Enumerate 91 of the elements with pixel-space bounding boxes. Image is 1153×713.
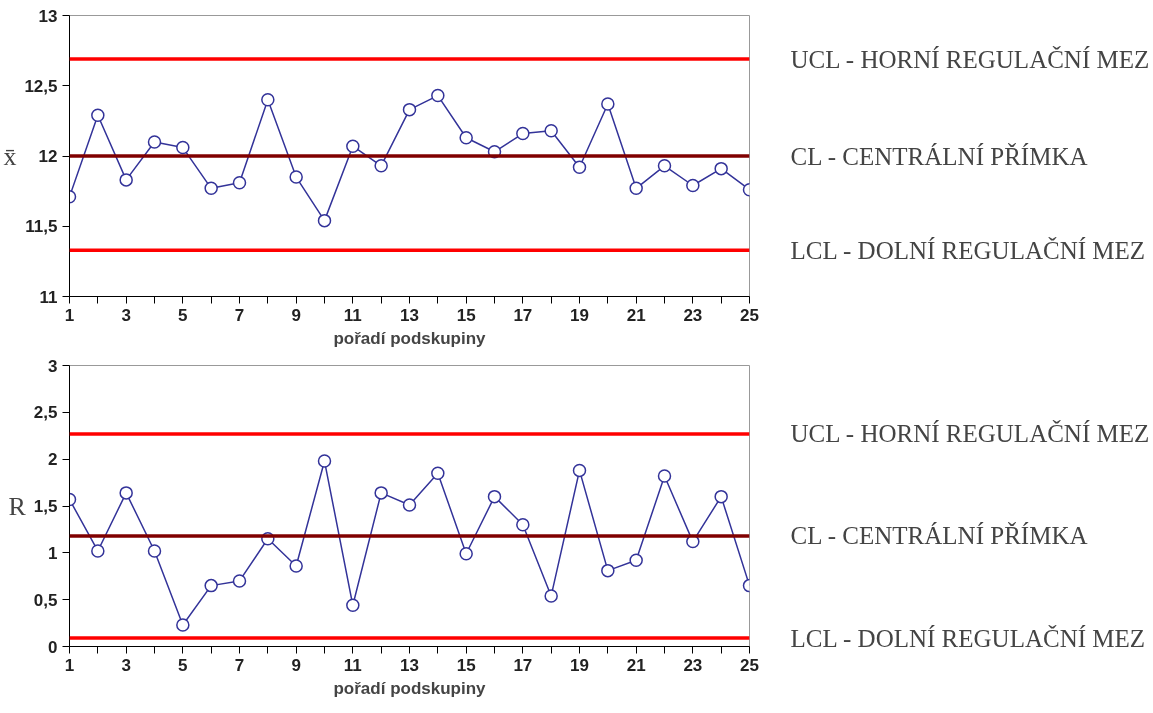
point xyxy=(346,139,360,153)
point xyxy=(119,486,133,500)
point xyxy=(147,544,162,558)
x-tick-label: 13 xyxy=(400,655,419,675)
x-tick-label: 21 xyxy=(626,305,646,325)
x-tick-label: 7 xyxy=(234,305,245,325)
x-tick-label: 23 xyxy=(683,655,703,675)
point xyxy=(176,618,190,632)
point xyxy=(714,161,728,176)
x-tick-label: 3 xyxy=(121,655,131,675)
x-tick-label: 25 xyxy=(740,655,759,675)
y-tick-label: 12 xyxy=(38,147,58,166)
y-axis-title: x̄ xyxy=(3,141,17,171)
x-tick-label: 9 xyxy=(291,655,301,675)
x-tick-label: 13 xyxy=(400,305,419,325)
x-axis-title: pořadí podskupiny xyxy=(333,678,487,698)
point xyxy=(402,498,417,512)
point xyxy=(544,123,558,138)
point xyxy=(204,578,218,593)
ref-line-label: UCL - HORNÍ REGULAČNÍ MEZ xyxy=(790,45,1150,73)
y-tick-label: 1,5 xyxy=(33,497,58,516)
point xyxy=(572,160,587,174)
point xyxy=(629,553,643,568)
y-tick-label: 11,5 xyxy=(25,217,58,237)
x-tick-label: 1 xyxy=(64,655,75,675)
point xyxy=(176,140,190,155)
x-tick-label: 11 xyxy=(343,305,362,325)
x-tick-label: 17 xyxy=(513,305,533,325)
x-tick-label: 5 xyxy=(178,655,188,675)
x-tick-label: 9 xyxy=(291,305,301,325)
point xyxy=(459,547,473,561)
point xyxy=(657,469,672,483)
x-tick-label: 21 xyxy=(626,655,646,675)
x-tick-label: 17 xyxy=(513,655,533,675)
point xyxy=(289,559,303,573)
point xyxy=(431,88,445,103)
x-tick-label: 25 xyxy=(740,305,759,325)
y-tick-label: 12,5 xyxy=(24,76,58,96)
y-tick-label: 3 xyxy=(48,356,58,376)
point xyxy=(431,466,445,480)
point xyxy=(572,463,587,478)
point xyxy=(317,454,332,468)
y-tick-label: 11 xyxy=(39,287,58,307)
point xyxy=(516,518,530,532)
point xyxy=(374,486,388,500)
point xyxy=(657,159,672,173)
point xyxy=(119,173,133,187)
point xyxy=(346,598,360,613)
point xyxy=(232,574,247,588)
point xyxy=(714,489,728,504)
x-axis-title: pořadí podskupiny xyxy=(333,328,487,348)
point xyxy=(402,102,417,117)
point xyxy=(374,159,388,173)
y-tick-label: 2,5 xyxy=(33,403,58,423)
y-tick-label: 1 xyxy=(48,543,58,563)
point xyxy=(601,563,615,578)
point xyxy=(232,175,247,190)
point xyxy=(601,97,615,111)
point xyxy=(261,93,275,107)
point xyxy=(289,170,303,184)
x-tick-label: 19 xyxy=(570,305,589,325)
x-tick-label: 23 xyxy=(683,305,703,325)
x-tick-label: 5 xyxy=(178,305,188,325)
x-tick-label: 15 xyxy=(456,305,476,325)
ref-line-label: LCL - DOLNÍ REGULAČNÍ MEZ xyxy=(790,236,1146,264)
y-tick-label: 0 xyxy=(48,637,58,657)
point xyxy=(91,544,105,558)
point xyxy=(544,589,558,603)
y-tick-label: 13 xyxy=(38,6,58,26)
x-tick-label: 1 xyxy=(64,305,75,325)
ref-line-label: CL - CENTRÁLNÍ PŘÍMKA xyxy=(790,522,1088,550)
point xyxy=(317,213,332,228)
ref-line-label: LCL - DOLNÍ REGULAČNÍ MEZ xyxy=(790,624,1146,652)
point xyxy=(516,126,530,141)
point xyxy=(459,131,473,145)
ref-line-label: CL - CENTRÁLNÍ PŘÍMKA xyxy=(790,142,1088,170)
x-tick-label: 19 xyxy=(570,655,589,675)
ref-line-label: UCL - HORNÍ REGULAČNÍ MEZ xyxy=(790,420,1150,448)
point xyxy=(147,135,162,149)
point xyxy=(629,181,643,196)
y-tick-label: 2 xyxy=(48,450,58,470)
x-tick-label: 3 xyxy=(121,305,131,325)
point xyxy=(686,178,700,193)
y-axis-title: R xyxy=(8,491,27,521)
x-tick-label: 11 xyxy=(343,655,362,675)
point xyxy=(91,108,105,122)
point xyxy=(204,181,218,196)
point xyxy=(487,489,502,504)
y-tick-label: 0,5 xyxy=(33,590,58,610)
x-tick-label: 15 xyxy=(456,655,476,675)
x-tick-label: 7 xyxy=(234,655,245,675)
